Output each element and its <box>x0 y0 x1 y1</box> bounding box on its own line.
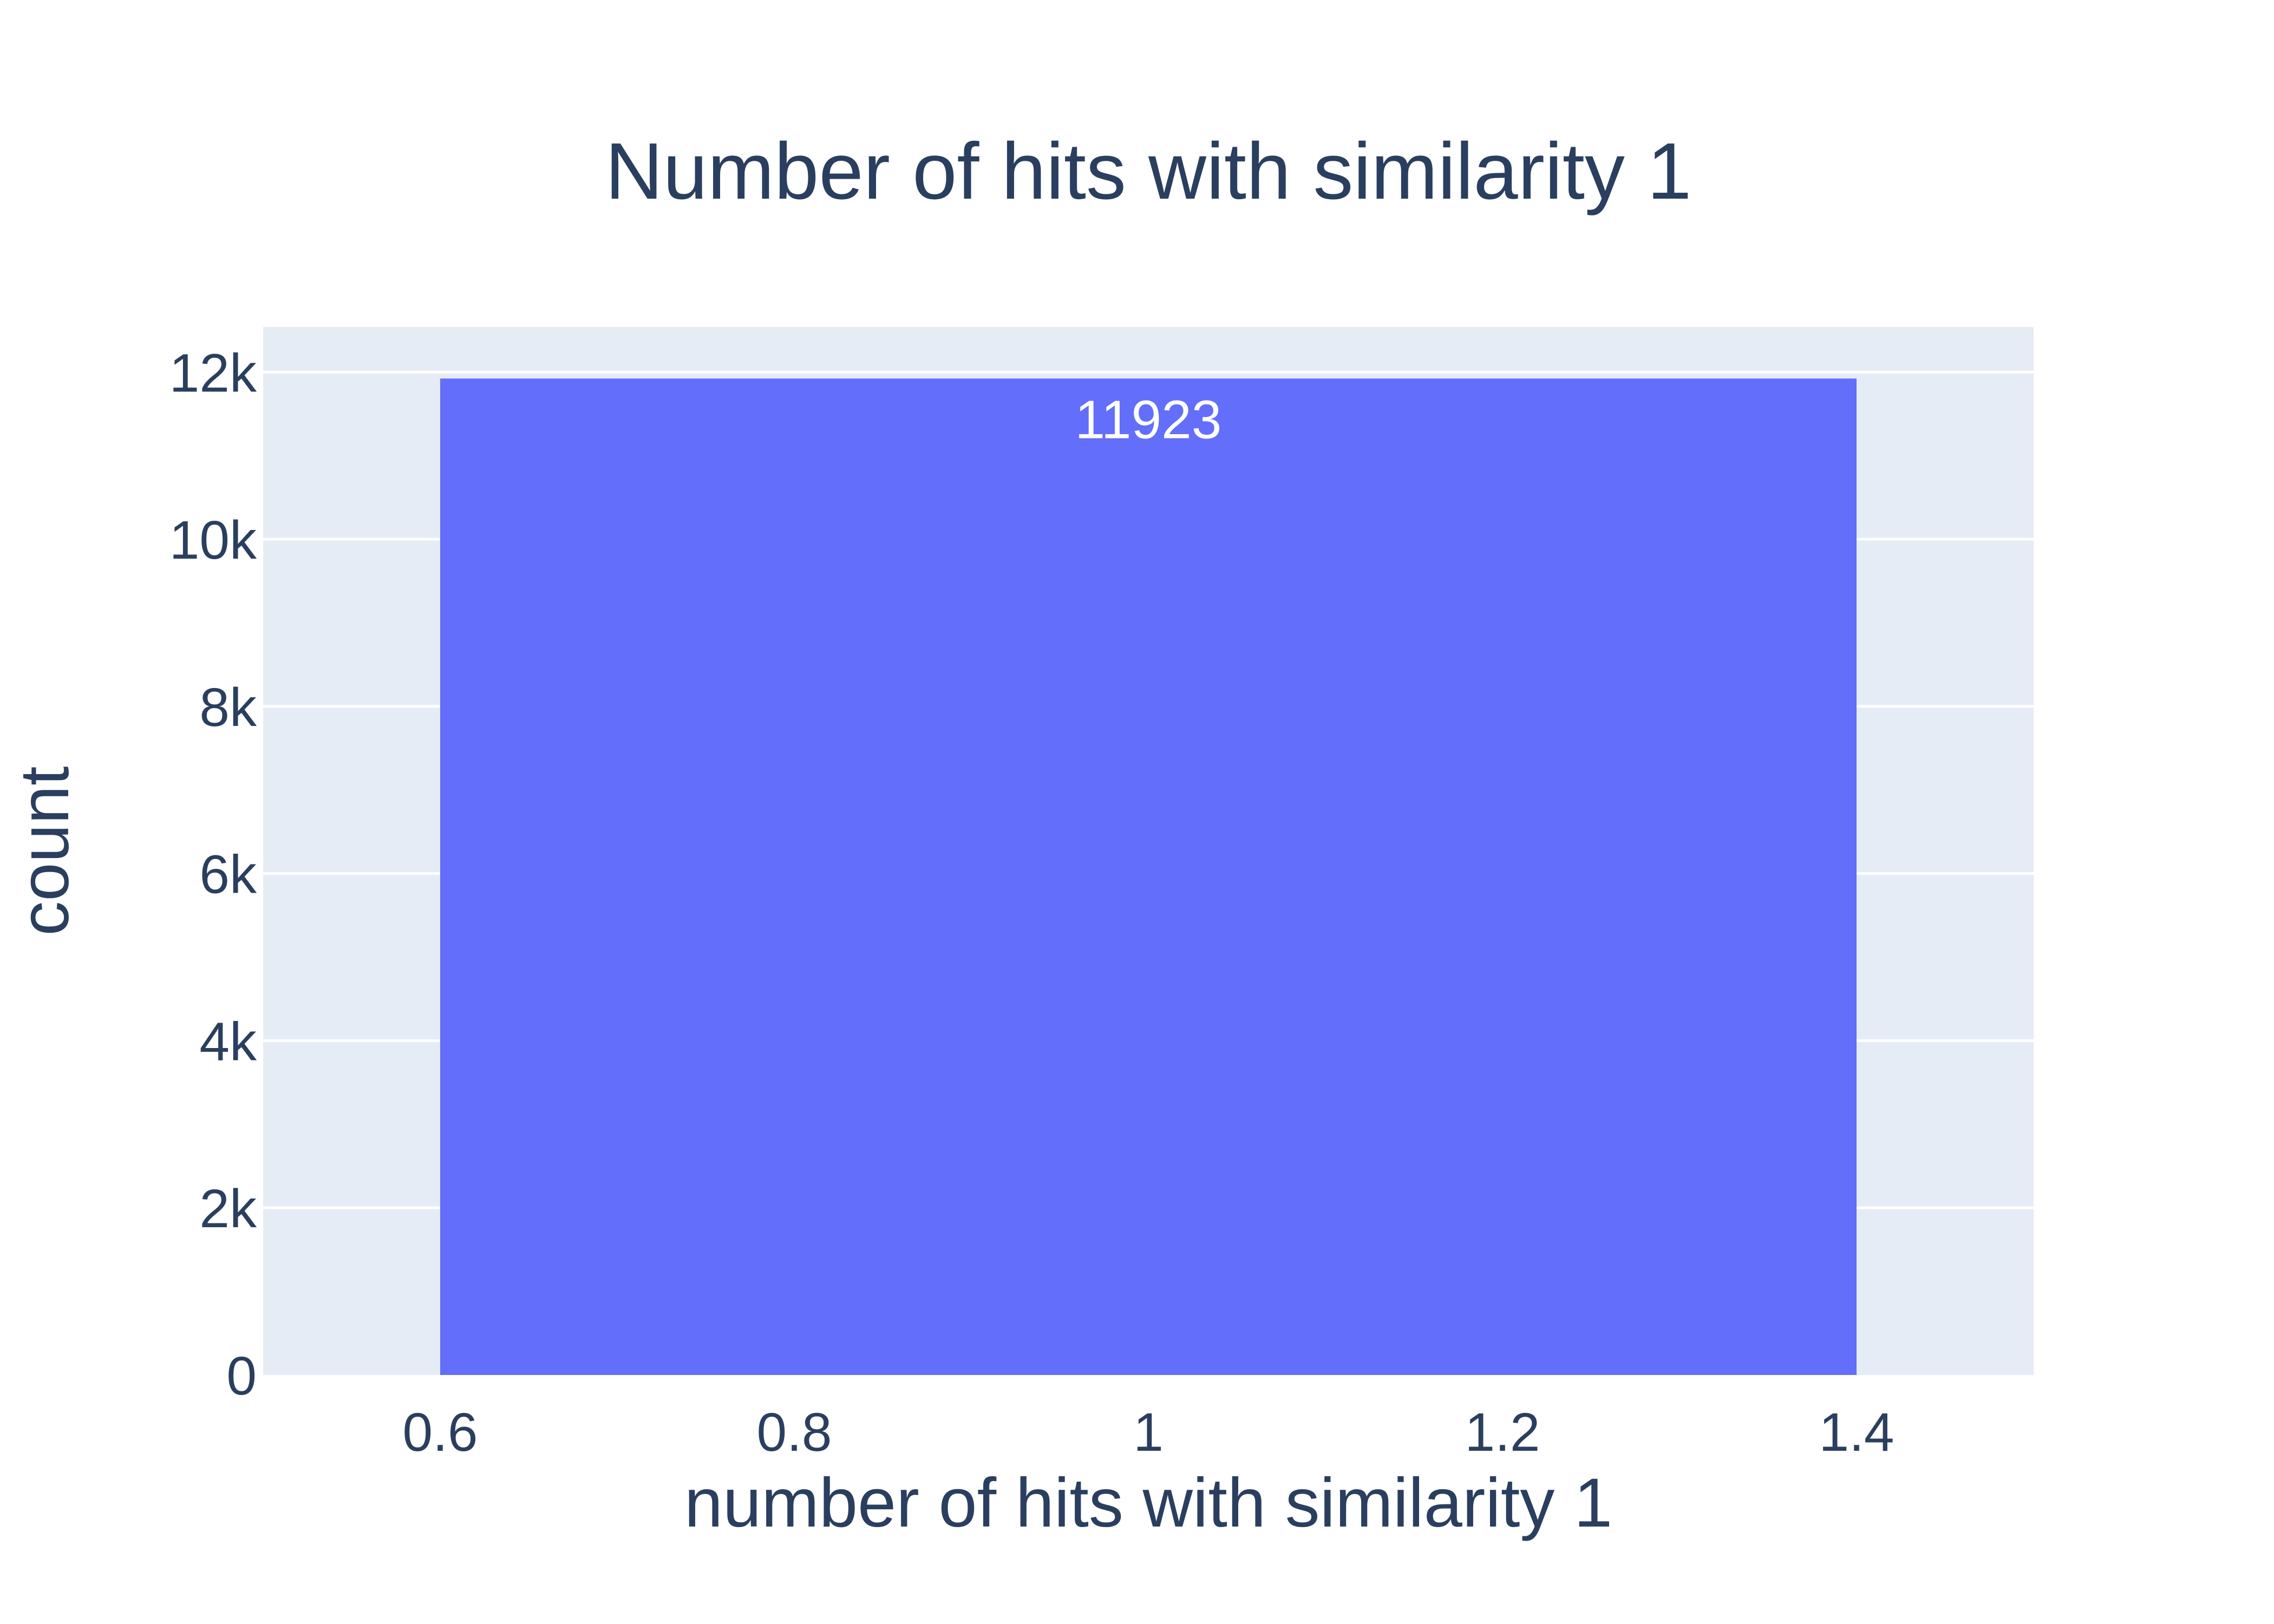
y-tick-label-0: 0 <box>226 1346 257 1406</box>
x-tick-label-1: 1 <box>1133 1402 1164 1463</box>
chart-title: Number of hits with similarity 1 <box>605 127 1692 216</box>
x-tick-label-1.4: 1.4 <box>1819 1402 1894 1463</box>
x-tick-label-0.6: 0.6 <box>402 1402 478 1463</box>
y-axis-label: count <box>6 766 83 935</box>
bar-label-0: 11923 <box>1075 389 1222 450</box>
y-tick-label-12k: 12k <box>169 343 257 403</box>
x-axis-label: number of hits with similarity 1 <box>684 1464 1612 1542</box>
bars: 11923 <box>440 378 1857 1376</box>
y-tick-label-6k: 6k <box>199 844 257 905</box>
x-tick-label-0.8: 0.8 <box>756 1402 832 1463</box>
y-tick-label-4k: 4k <box>199 1011 257 1072</box>
x-tick-labels: 0.6 0.8 1 1.2 1.4 <box>402 1402 1894 1463</box>
y-tick-label-10k: 10k <box>169 510 257 571</box>
y-tick-label-8k: 8k <box>199 677 257 738</box>
y-tick-labels: 0 2k 4k 6k 8k 10k 12k <box>169 343 257 1406</box>
bar-0 <box>440 378 1857 1376</box>
x-tick-label-1.2: 1.2 <box>1465 1402 1540 1463</box>
y-tick-label-2k: 2k <box>199 1178 257 1239</box>
